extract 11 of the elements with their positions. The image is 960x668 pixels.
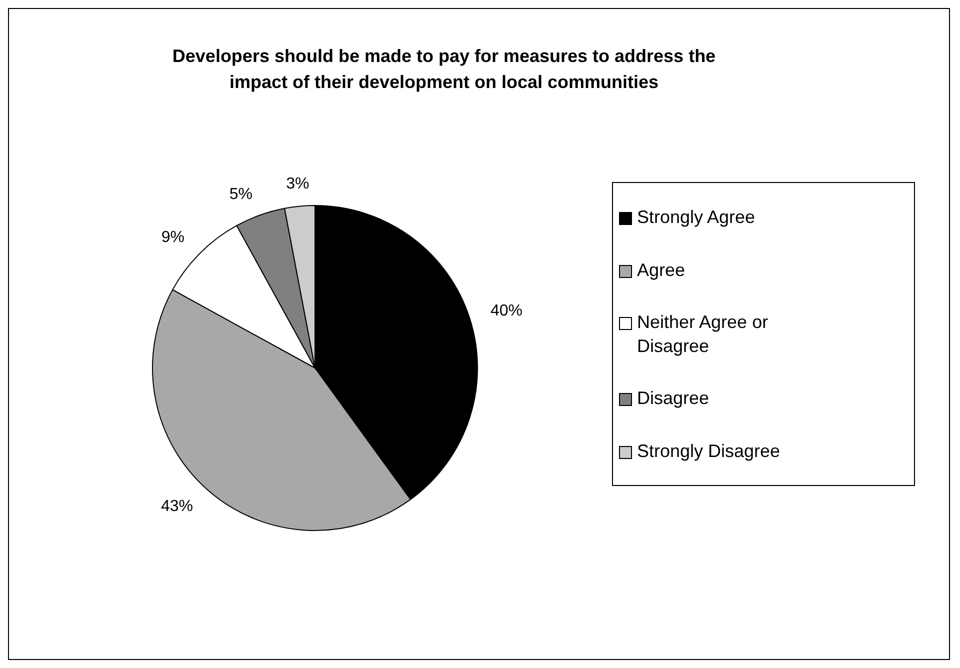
data-label: 3% (286, 176, 310, 193)
data-label: 40% (490, 302, 522, 320)
data-label: 9% (161, 228, 185, 246)
legend-label: Agree (637, 258, 686, 282)
legend-label: Neither Agree or Disagree (637, 310, 770, 358)
legend-label: Disagree (637, 387, 710, 410)
data-label: 5% (229, 186, 253, 203)
legend-label: Strongly Disagree (637, 440, 782, 463)
chart-title: Developers should be made to pay for measures to address the impact of their development on local communities (171, 45, 717, 94)
data-label: 43% (160, 498, 193, 515)
legend-label: Strongly Agree (637, 206, 756, 230)
